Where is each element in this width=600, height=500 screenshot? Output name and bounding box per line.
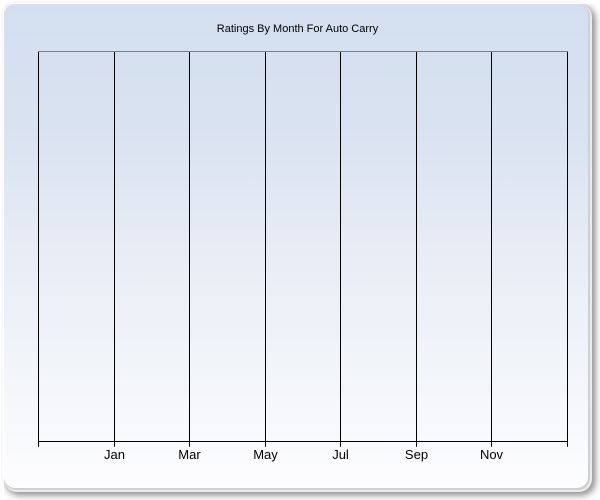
svg-text:Jul: Jul (332, 447, 349, 462)
svg-text:May: May (253, 447, 278, 462)
svg-text:Sep: Sep (405, 447, 428, 462)
svg-text:Nov: Nov (480, 447, 504, 462)
svg-text:Mar: Mar (178, 447, 201, 462)
svg-text:Jan: Jan (104, 447, 125, 462)
svg-text:Ratings By Month For Auto Carr: Ratings By Month For Auto Carry (217, 23, 379, 35)
